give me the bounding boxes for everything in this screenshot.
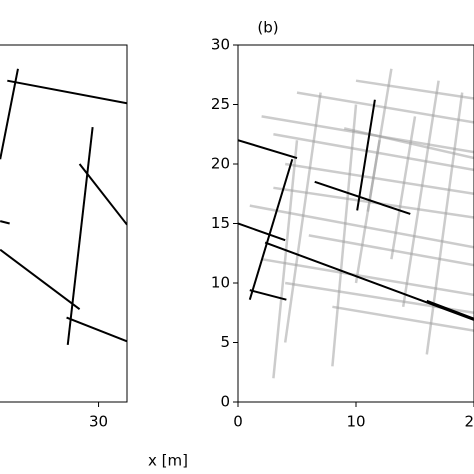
fracture-segment xyxy=(273,133,474,172)
plot-area xyxy=(0,68,127,345)
x-tick-label: 10 xyxy=(346,413,365,431)
fracture-segment xyxy=(7,79,127,105)
fracture-segment xyxy=(78,163,127,226)
y-tick-label: 20 xyxy=(211,155,230,173)
fracture-segment xyxy=(272,140,299,379)
fracture-segment xyxy=(0,220,10,225)
fracture-segment xyxy=(308,234,474,267)
fracture-segment xyxy=(331,104,358,367)
y-tick-label: 15 xyxy=(211,214,230,232)
x-tick-label: 30 xyxy=(89,413,108,431)
x-tick-label: 0 xyxy=(233,413,243,431)
axes-frame xyxy=(0,44,128,403)
panel-title: (b) xyxy=(257,19,278,37)
fracture-segment xyxy=(66,316,127,343)
fracture-segment xyxy=(283,92,322,343)
fracture-segment xyxy=(390,116,417,260)
y-tick-label: 25 xyxy=(211,95,230,113)
fracture-segment xyxy=(314,180,411,215)
fracture-segment xyxy=(425,92,464,355)
fracture-segment xyxy=(285,162,474,195)
fracture-segment xyxy=(0,68,19,160)
fracture-segment xyxy=(248,158,294,300)
y-tick-label: 0 xyxy=(220,393,230,411)
y-tick-label: 10 xyxy=(211,274,230,292)
fracture-segment xyxy=(426,299,474,320)
fracture-segment xyxy=(332,305,474,332)
fracture-segment xyxy=(264,241,474,321)
fracture-segment xyxy=(0,248,81,310)
fracture-segment xyxy=(355,79,474,100)
y-tick-label: 30 xyxy=(211,36,230,54)
fracture-segment xyxy=(238,139,298,160)
fracture-segment xyxy=(249,204,474,249)
fracture-segment xyxy=(356,99,376,211)
y-tick-label: 5 xyxy=(220,333,230,351)
fracture-segment xyxy=(249,289,287,301)
x-tick-label: 20 xyxy=(464,413,474,431)
fracture-segment xyxy=(66,126,94,345)
fracture-segment xyxy=(343,127,474,160)
fracture-segment xyxy=(238,222,286,242)
plot-area xyxy=(238,68,474,379)
x-axis-label: x [m] xyxy=(148,452,188,470)
fracture-segment xyxy=(401,80,440,307)
